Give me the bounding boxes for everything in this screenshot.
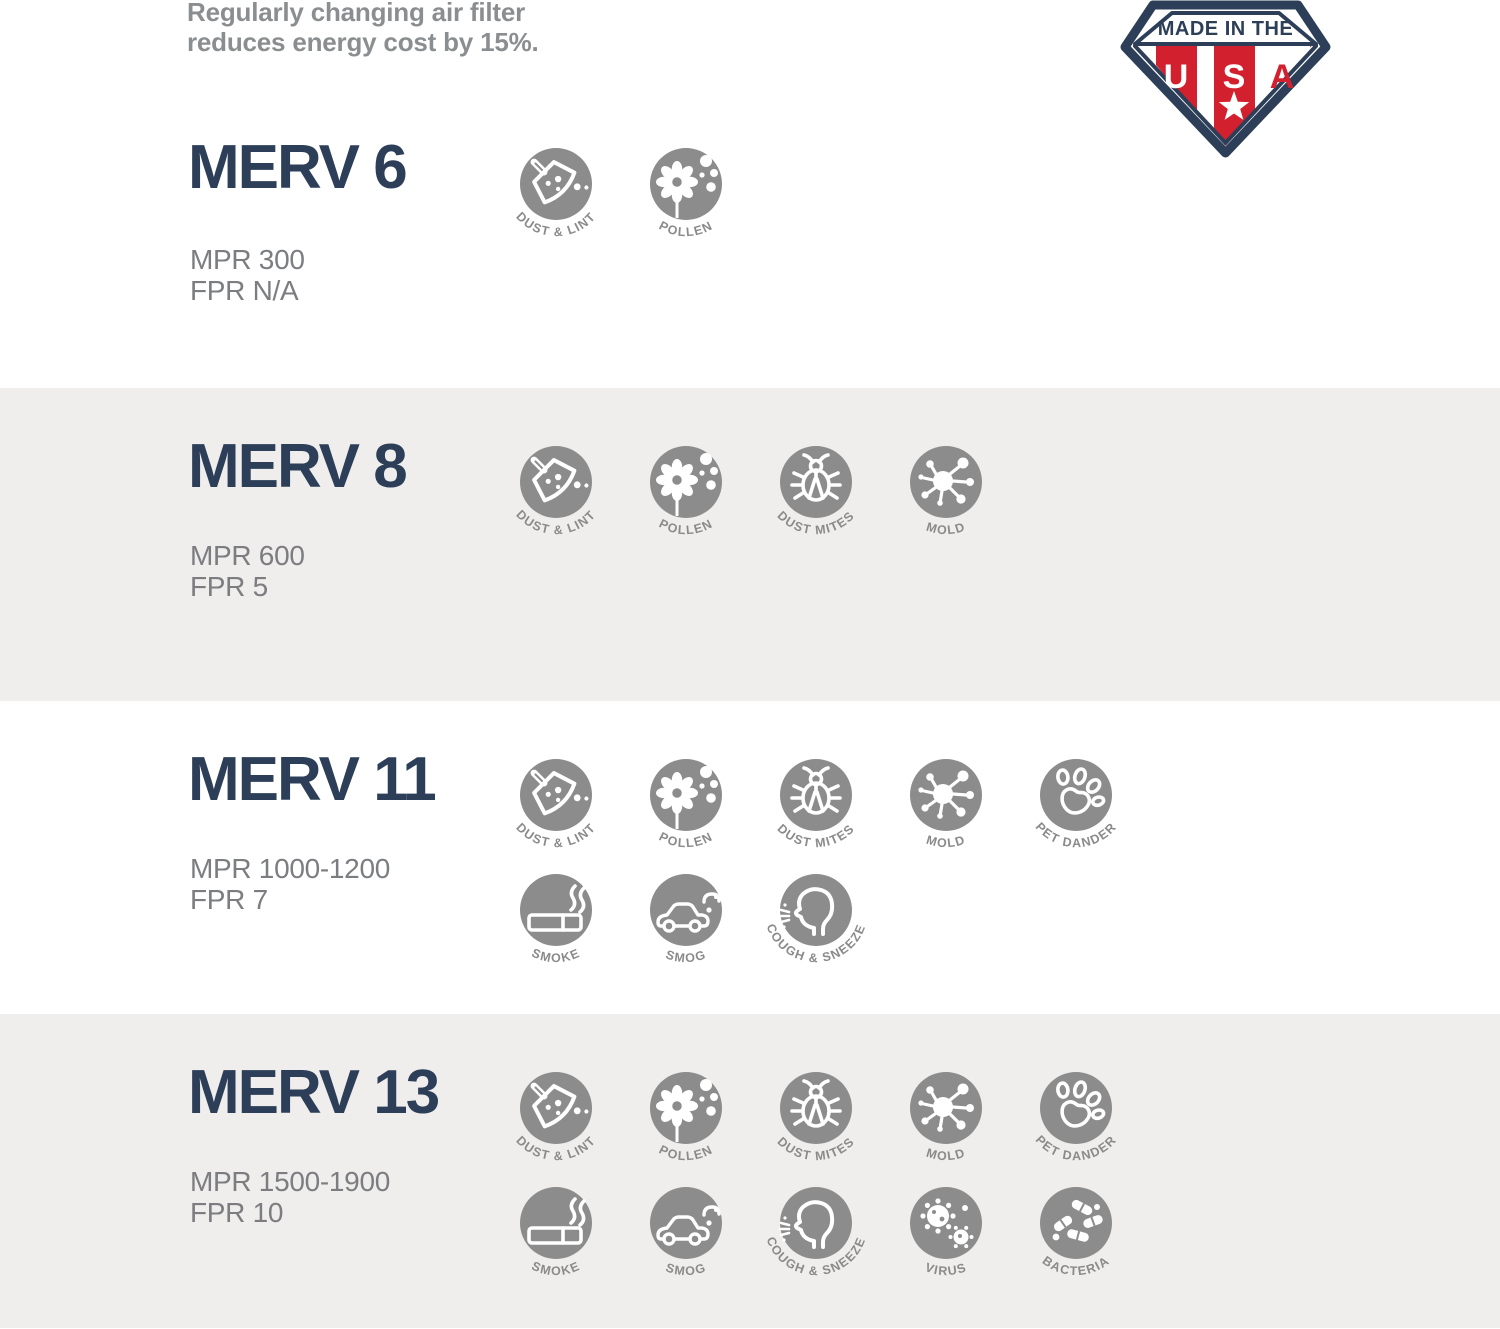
svg-text:SMOG: SMOG	[664, 1260, 708, 1278]
badge-star-icon	[1218, 91, 1250, 120]
mold-icon: MOLD	[910, 1072, 982, 1164]
ratings-block: MPR 300 FPR N/A	[190, 244, 305, 306]
svg-text:MOLD: MOLD	[925, 833, 968, 851]
dust-mites-icon: DUST MITES	[775, 1072, 856, 1163]
ratings-block: MPR 600 FPR 5	[190, 540, 305, 602]
dust-mites-icon: DUST MITES	[775, 759, 856, 850]
ratings-block: MPR 1500-1900 FPR 10	[190, 1166, 390, 1228]
svg-text:MOLD: MOLD	[925, 520, 968, 538]
pollutant-row: DUST & LINT POLLEN DUST MITES MOLD PET DANDE…	[491, 751, 1141, 855]
pollutant-row: SMOKE SMOG COUGH & SNEEZE	[491, 866, 881, 970]
svg-text:POLLEN: POLLEN	[657, 829, 715, 850]
mold-icon: MOLD	[910, 446, 982, 538]
merv-section: MERV 11 MPR 1000-1200 FPR 7 DUST & LINT P…	[0, 701, 1500, 1014]
svg-text:POLLEN: POLLEN	[657, 218, 715, 239]
pollutant-row: DUST & LINT POLLEN DUST MITES MOLD PET DANDE…	[491, 1064, 1141, 1168]
badge-letter-s: S	[1223, 58, 1246, 96]
badge-letter-a: A	[1270, 58, 1295, 96]
fpr-value: FPR 10	[190, 1197, 284, 1228]
mpr-value: MPR 300	[190, 244, 305, 275]
pollutant-row: SMOKE SMOG COUGH & SNEEZE VIRUS BACTERIA	[491, 1179, 1141, 1283]
virus-icon: VIRUS	[910, 1187, 982, 1278]
energy-savings-note: Regularly changing air filter reduces en…	[187, 0, 539, 57]
merv-section: MERV 13 MPR 1500-1900 FPR 10 DUST & LINT…	[0, 1014, 1500, 1328]
svg-text:POLLEN: POLLEN	[657, 516, 715, 537]
fpr-value: FPR 5	[190, 571, 268, 602]
merv-title: MERV 13	[188, 1058, 440, 1127]
badge-banner	[1133, 11, 1318, 46]
merv-section: MERV 8 MPR 600 FPR 5 DUST & LINT POLLEN DU…	[0, 388, 1500, 701]
pollen-icon: POLLEN	[650, 148, 722, 239]
fpr-value: FPR 7	[190, 884, 268, 915]
dust-lint-icon: DUST & LINT	[513, 140, 597, 239]
svg-text:VIRUS: VIRUS	[923, 1260, 969, 1278]
svg-text:SMOKE: SMOKE	[530, 1259, 583, 1278]
bacteria-icon: BACTERIA	[1040, 1187, 1112, 1278]
fpr-value: FPR N/A	[190, 275, 299, 306]
mpr-value: MPR 1500-1900	[190, 1166, 391, 1197]
dust-lint-icon: DUST & LINT	[513, 751, 597, 850]
mpr-value: MPR 1000-1200	[190, 853, 391, 884]
cough-sneeze-icon: COUGH & SNEEZE	[763, 874, 867, 965]
smog-icon: SMOG	[650, 874, 722, 965]
made-in-usa-badge: MADE IN THE U S A	[1120, 0, 1331, 158]
dust-lint-icon: DUST & LINT	[513, 1064, 597, 1163]
pollutant-row: DUST & LINT POLLEN DUST MITES MOLD	[491, 438, 1011, 542]
svg-text:SMOG: SMOG	[664, 947, 708, 965]
cough-sneeze-icon: COUGH & SNEEZE	[763, 1187, 867, 1278]
mpr-value: MPR 600	[190, 540, 305, 571]
pollen-icon: POLLEN	[650, 446, 722, 537]
mold-icon: MOLD	[910, 759, 982, 851]
smoke-icon: SMOKE	[520, 1187, 592, 1278]
svg-text:POLLEN: POLLEN	[657, 1142, 715, 1163]
badge-letter-u: U	[1164, 58, 1189, 96]
svg-text:SMOKE: SMOKE	[530, 946, 583, 965]
pollen-icon: POLLEN	[650, 759, 722, 850]
svg-text:MOLD: MOLD	[925, 1146, 968, 1164]
pollutant-row: DUST & LINT POLLEN	[491, 140, 751, 244]
ratings-block: MPR 1000-1200 FPR 7	[190, 853, 390, 915]
energy-savings-note-line1: Regularly changing air filter	[187, 0, 526, 27]
merv-title: MERV 11	[188, 745, 437, 814]
smoke-icon: SMOKE	[520, 874, 592, 965]
merv-title: MERV 6	[188, 133, 408, 202]
dust-mites-icon: DUST MITES	[775, 446, 856, 537]
badge-banner-text: MADE IN THE	[1158, 18, 1294, 40]
merv-title: MERV 8	[188, 432, 408, 501]
pet-dander-icon: PET DANDER	[1033, 759, 1118, 850]
smog-icon: SMOG	[650, 1187, 722, 1278]
pet-dander-icon: PET DANDER	[1033, 1072, 1118, 1163]
energy-savings-note-line2: reduces energy cost by 15%.	[187, 27, 539, 57]
dust-lint-icon: DUST & LINT	[513, 438, 597, 537]
pollen-icon: POLLEN	[650, 1072, 722, 1163]
